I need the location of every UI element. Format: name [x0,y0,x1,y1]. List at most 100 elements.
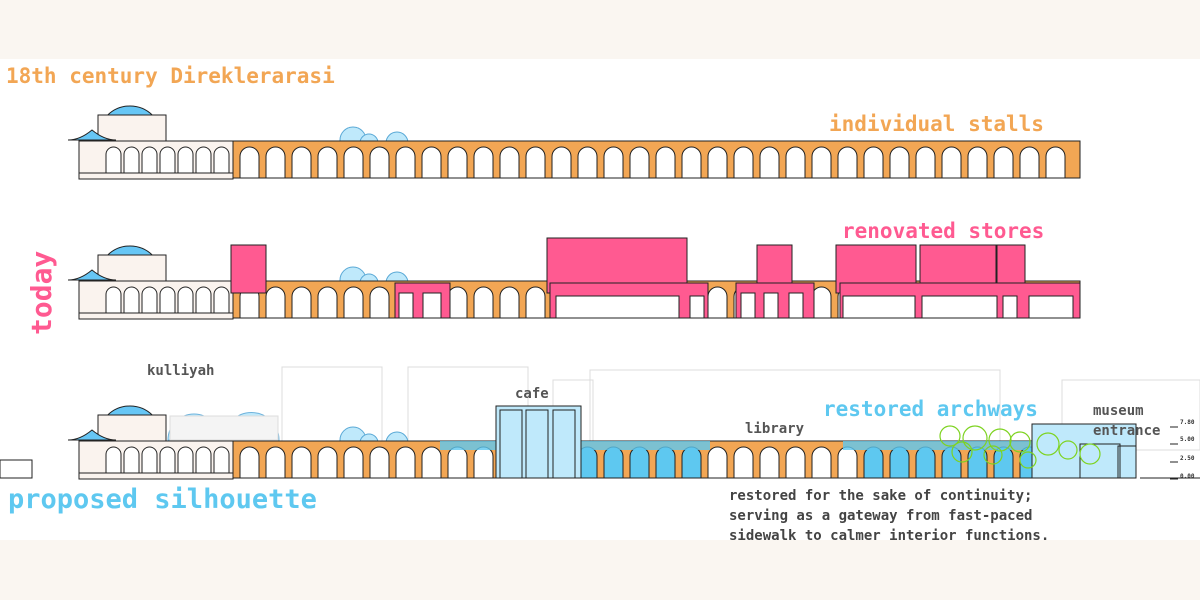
arch [707,146,728,179]
arch [473,446,494,479]
arch [421,146,442,179]
arch [811,146,832,179]
arch [941,146,962,179]
shopfront-opening [398,292,414,319]
tree-icon [988,428,1012,452]
dome-icon [67,429,117,441]
cafe-label: cafe [515,386,549,402]
arch [317,446,338,479]
arch [141,446,158,474]
arch [141,146,158,174]
arch [759,146,780,179]
arch [707,286,728,319]
mosque-drum [97,254,167,282]
arch [447,446,468,479]
arch [915,446,936,479]
arch [343,286,364,319]
arch [889,446,910,479]
arch [629,146,650,179]
arch [525,146,546,179]
arch [863,446,884,479]
neighbour-block [0,459,33,479]
arch [447,146,468,179]
restored-cornice [575,441,710,450]
today-label: today [25,250,58,335]
arch [421,446,442,479]
shopfront-opening [555,295,680,319]
kulliyah-label: kulliyah [147,363,215,379]
arch [785,146,806,179]
restored-cornice [843,441,1080,450]
tree-icon [1079,443,1101,465]
tree-icon [1019,451,1037,469]
arch [473,146,494,179]
shopfront-opening [763,292,779,319]
cafe-frame [552,409,576,479]
shopfront-opening [921,295,998,319]
cafe-frame [525,409,549,479]
mosque-drum [97,414,167,442]
arch [811,446,832,479]
arch [1045,146,1066,179]
arch [195,146,212,174]
cafe-frame [499,409,523,479]
tree-icon [939,425,961,447]
arch [141,286,158,314]
tree-icon [1036,432,1060,456]
arch [239,446,260,479]
arch [525,286,546,319]
arch [603,146,624,179]
shopfront-opening [422,292,442,319]
tree-icon [983,445,1003,465]
stalls-label: individual stalls [829,112,1044,136]
museum-label: museum [1093,403,1144,419]
arch [577,146,598,179]
arch [655,146,676,179]
restored-archways-label: restored archways [823,397,1038,421]
arch [395,146,416,179]
tree-icon [962,425,988,451]
arch [369,446,390,479]
arch [213,286,230,314]
arch [499,146,520,179]
tree-icon [1009,431,1031,453]
arch [265,446,286,479]
arch [733,146,754,179]
kulliyah-wall [169,415,279,441]
arch [105,286,122,314]
arch [239,146,260,179]
arch [177,286,194,314]
arch [159,446,176,474]
note-line-1: restored for the sake of continuity; [729,488,1033,504]
level-mark: 7.80 [1180,419,1195,426]
arch [343,146,364,179]
dome-icon [67,129,117,141]
arch [265,146,286,179]
arch [177,446,194,474]
arch [811,286,832,319]
arch [967,146,988,179]
restored-cornice [440,441,526,450]
arch [195,446,212,474]
arch [291,286,312,319]
arch [159,286,176,314]
arch [993,146,1014,179]
tree-icon [951,441,973,463]
arch [159,146,176,174]
arch [177,146,194,174]
note-line-2: serving as a gateway from fast-paced [729,508,1033,524]
arch [317,146,338,179]
historic-title: 18th century Direklerarasi [6,64,335,88]
arch [733,446,754,479]
arch [343,446,364,479]
arch [707,446,728,479]
arch [655,446,676,479]
arch [447,286,468,319]
arch [889,146,910,179]
arch [213,146,230,174]
note-line-3: sidewalk to calmer interior functions. [729,528,1050,544]
arch [195,286,212,314]
arch [317,286,338,319]
arch [551,146,572,179]
level-mark: 0.00 [1180,473,1195,480]
